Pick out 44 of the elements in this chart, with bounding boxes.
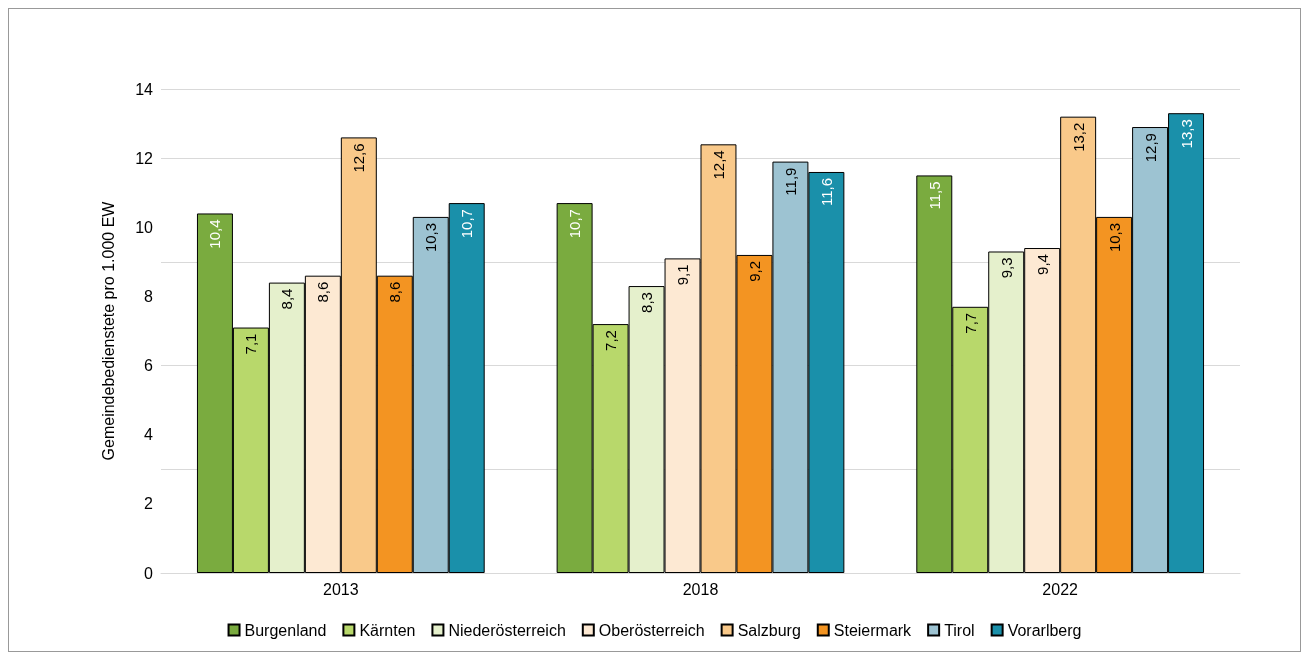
data-label: 7,1 xyxy=(242,333,260,355)
data-label: 10,7 xyxy=(566,209,584,239)
legend-label: Tirol xyxy=(944,621,975,639)
y-tick-label: 10 xyxy=(135,218,154,236)
data-label: 10,7 xyxy=(458,209,476,239)
data-label: 11,6 xyxy=(817,177,835,207)
data-label: 10,3 xyxy=(422,222,440,253)
legend-label: Vorarlberg xyxy=(1007,621,1082,639)
y-tick-label: 0 xyxy=(144,564,154,582)
legend-label: Burgenland xyxy=(244,621,327,639)
data-label: 11,5 xyxy=(925,181,943,210)
legend-label: Oberösterreich xyxy=(598,621,705,639)
data-label: 9,1 xyxy=(674,264,692,286)
y-axis-title: Gemeindebedienstete pro 1.000 EW xyxy=(99,200,117,461)
y-tick-label: 6 xyxy=(144,357,154,375)
data-label: 13,2 xyxy=(1069,122,1087,152)
legend-label: Salzburg xyxy=(737,621,801,639)
y-tick-label: 12 xyxy=(135,149,154,167)
y-tick-label: 4 xyxy=(144,426,154,444)
legend-label: Niederösterreich xyxy=(448,621,566,639)
data-label: 9,4 xyxy=(1033,254,1051,275)
data-label: 10,4 xyxy=(206,219,224,249)
data-label: 9,3 xyxy=(997,257,1015,279)
legend-label: Steiermark xyxy=(833,621,913,639)
data-label: 7,7 xyxy=(961,312,979,334)
data-label: 8,6 xyxy=(386,281,404,303)
data-label: 12,4 xyxy=(709,150,727,180)
data-label: 12,6 xyxy=(350,143,368,173)
data-label: 12,9 xyxy=(1141,133,1159,163)
y-tick-label: 2 xyxy=(144,495,154,513)
x-tick-label: 2013 xyxy=(323,580,359,598)
data-label: 7,2 xyxy=(602,330,620,351)
y-tick-label: 14 xyxy=(135,80,154,98)
data-label: 8,4 xyxy=(278,288,296,310)
data-label: 8,3 xyxy=(638,292,656,313)
data-label: 11,9 xyxy=(781,167,799,196)
x-tick-label: 2018 xyxy=(682,580,719,598)
data-label: 8,6 xyxy=(314,281,332,303)
data-label: 10,3 xyxy=(1105,222,1123,253)
legend-label: Kärnten xyxy=(359,621,416,639)
y-tick-label: 8 xyxy=(144,287,154,305)
x-tick-label: 2022 xyxy=(1042,580,1079,598)
data-label: 9,2 xyxy=(745,260,763,282)
data-label: 13,3 xyxy=(1177,119,1195,149)
